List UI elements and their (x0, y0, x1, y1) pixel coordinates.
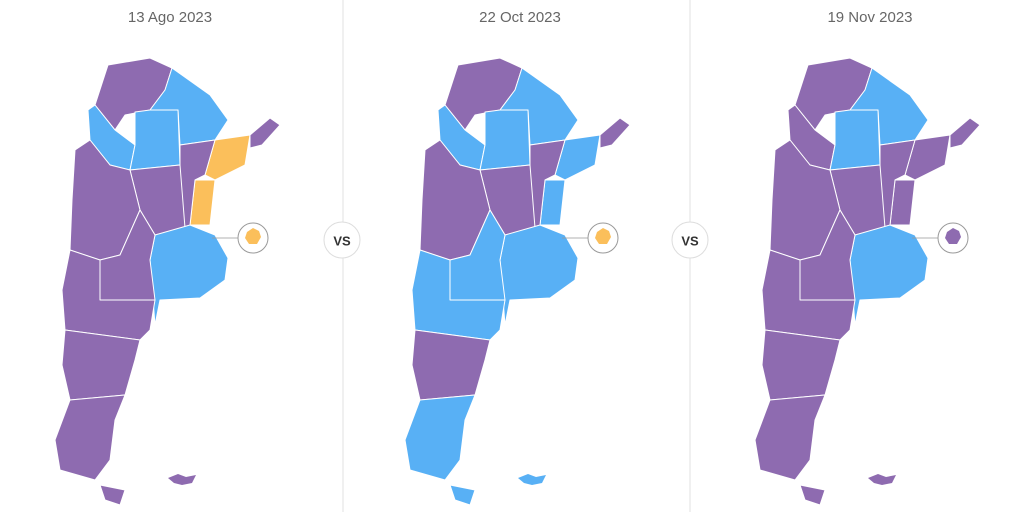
province (849, 224, 929, 326)
vs-badge (323, 221, 361, 259)
map-panel: 22 Oct 2023 (404, 9, 631, 506)
map-panel: 13 Ago 2023 (54, 9, 281, 506)
islands (868, 474, 896, 485)
province (61, 249, 156, 341)
province (99, 484, 126, 506)
map-panel: 19 Nov 2023 (754, 9, 981, 506)
province (499, 224, 579, 326)
province (54, 394, 126, 481)
caba (945, 228, 961, 244)
panel-date: 19 Nov 2023 (827, 9, 912, 26)
province (829, 109, 881, 171)
panels: 13 Ago 2023 22 Oct 2023 19 Nov 2023 (54, 9, 981, 506)
province (754, 394, 826, 481)
province (449, 484, 476, 506)
caba (595, 228, 611, 244)
province (61, 329, 141, 401)
province (949, 117, 981, 149)
province (129, 109, 181, 171)
vs-label: VS (333, 234, 351, 249)
vs-label: VS (681, 234, 699, 249)
panel-date: 22 Oct 2023 (479, 9, 561, 26)
province (761, 249, 856, 341)
province (249, 117, 281, 149)
vs-badge (671, 221, 709, 259)
province (411, 329, 491, 401)
province (761, 329, 841, 401)
province (404, 394, 476, 481)
province (479, 109, 531, 171)
caba (245, 228, 261, 244)
islands (518, 474, 546, 485)
province (799, 484, 826, 506)
province (411, 249, 506, 341)
province (149, 224, 229, 326)
islands (168, 474, 196, 485)
panel-date: 13 Ago 2023 (128, 9, 212, 26)
province (599, 117, 631, 149)
